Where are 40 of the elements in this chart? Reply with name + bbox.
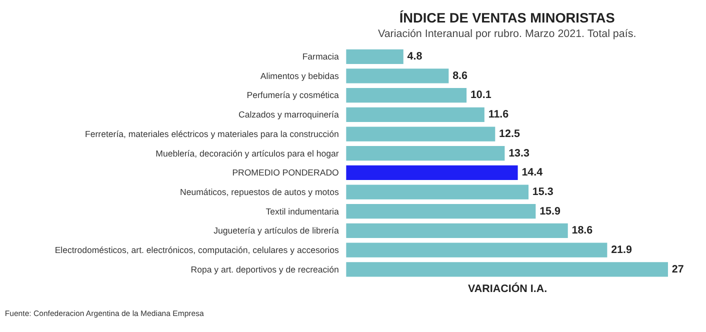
y-tick-label: Farmacia <box>302 52 339 62</box>
data-label: 18.6 <box>572 224 593 237</box>
data-label: 27 <box>672 263 684 276</box>
data-label: 10.1 <box>470 89 492 102</box>
chart-title: ÍNDICE DE VENTAS MINORISTAS <box>399 10 615 26</box>
y-tick-label: Electrodomésticos, art. electrónicos, computación, celulares y accesorios <box>54 244 340 255</box>
data-label: 14.4 <box>522 166 543 179</box>
y-tick-label: Neumáticos, repuestos de autos y motos <box>180 186 340 197</box>
bar <box>346 262 668 277</box>
bar <box>346 68 449 84</box>
chart-subtitle: Variación Interanual por rubro. Marzo 2021. Total país. <box>378 28 636 40</box>
bar <box>346 184 529 200</box>
y-tick-label: Alimentos y bebidas <box>260 70 340 81</box>
bar <box>346 146 505 161</box>
data-label: 13.3 <box>508 147 530 160</box>
y-tick-label: Perfumería y cosmética <box>246 90 339 100</box>
bar <box>346 126 496 142</box>
y-tick-label: Ferretería, materiales eléctricos y materiales para la construcción <box>85 128 339 139</box>
data-label: 8.6 <box>452 70 468 82</box>
bar <box>346 88 467 103</box>
data-label: 12.5 <box>499 128 520 140</box>
y-tick-label: PROMEDIO PONDERADO <box>232 168 340 178</box>
data-label: 11.6 <box>488 108 509 121</box>
y-tick-label: Ropa y art. deportivos y de recreación <box>190 264 339 274</box>
bar <box>346 165 518 180</box>
bar <box>346 107 484 122</box>
y-tick-label: Juguetería y artículos de librería <box>214 226 339 236</box>
y-tick-label: Calzados y marroquinería <box>238 110 339 120</box>
data-label: 15.9 <box>540 205 560 218</box>
y-tick-label: Mueblería, decoración y artículos para el hogar <box>156 148 339 158</box>
y-tick-label: Textil indumentaria <box>266 206 339 216</box>
bar <box>346 49 404 64</box>
data-label: 21.9 <box>611 244 632 256</box>
data-label: 15.3 <box>532 186 554 198</box>
bar <box>346 204 536 219</box>
data-label: 4.8 <box>407 50 422 63</box>
bar <box>346 242 608 258</box>
bar <box>346 223 568 238</box>
source-note: Fuente: Confederacion Argentina de la Mediana Empresa <box>4 309 204 318</box>
x-axis-title: VARIACIÓN I.A. <box>468 282 548 296</box>
